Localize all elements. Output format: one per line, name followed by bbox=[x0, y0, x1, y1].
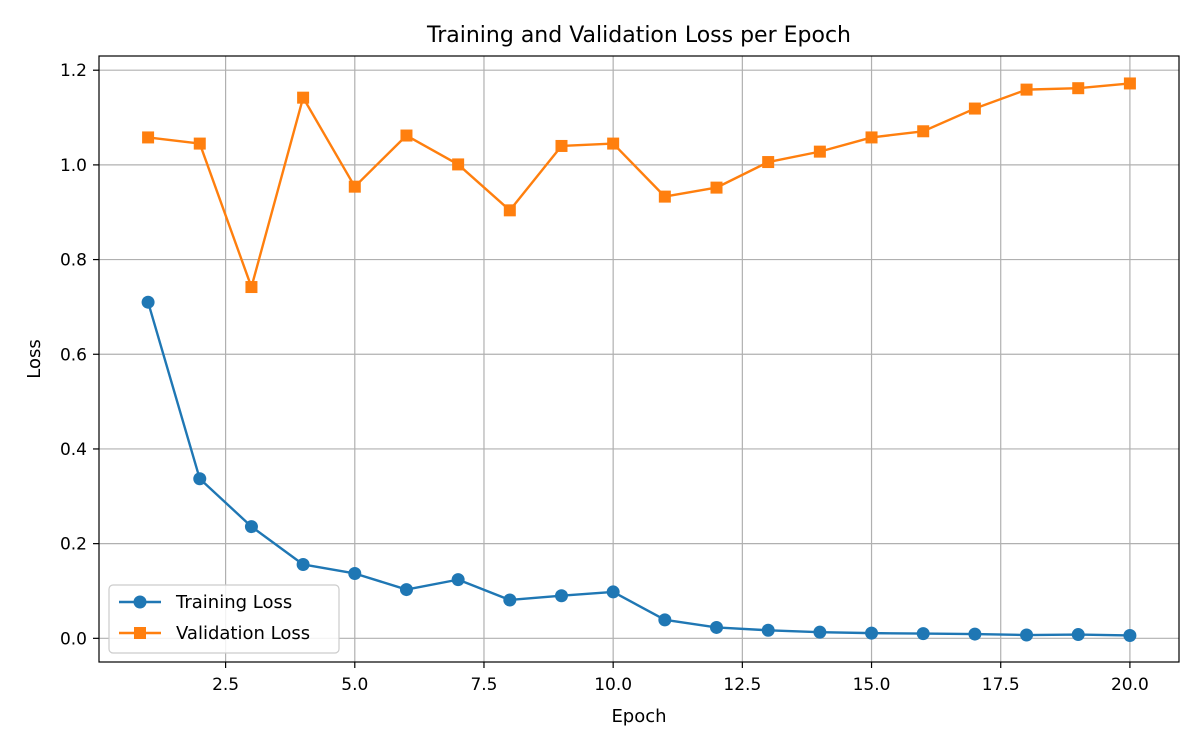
data-point bbox=[968, 627, 982, 641]
data-point bbox=[452, 158, 465, 171]
data-point bbox=[761, 623, 775, 637]
series-1 bbox=[142, 77, 1136, 294]
data-point bbox=[813, 625, 827, 639]
y-axis-label: Loss bbox=[24, 339, 45, 378]
plot-frame bbox=[98, 55, 1180, 663]
y-tick-label: 0.8 bbox=[60, 251, 87, 271]
data-point bbox=[710, 620, 724, 634]
data-point bbox=[451, 573, 465, 587]
legend: Training Loss Validation Loss bbox=[108, 584, 340, 654]
series-group bbox=[141, 77, 1137, 642]
data-point bbox=[193, 137, 206, 150]
x-tick-label: 10.0 bbox=[594, 675, 632, 695]
x-tick-label: 5.0 bbox=[341, 675, 368, 695]
data-point bbox=[968, 102, 981, 115]
data-point bbox=[1020, 83, 1033, 96]
data-point bbox=[554, 589, 568, 603]
series-line bbox=[147, 82, 1131, 289]
data-point bbox=[865, 131, 878, 144]
y-tick-label: 1.2 bbox=[60, 61, 87, 81]
data-point bbox=[1071, 628, 1085, 642]
data-point bbox=[606, 585, 620, 599]
legend-label: Validation Loss bbox=[176, 623, 310, 644]
legend-item: Validation Loss bbox=[119, 623, 310, 644]
y-tick-label: 0.2 bbox=[60, 535, 87, 555]
data-point bbox=[245, 281, 258, 294]
x-tick-label: 20.0 bbox=[1111, 675, 1149, 695]
series-0 bbox=[141, 295, 1137, 642]
x-tick-label: 17.5 bbox=[982, 675, 1020, 695]
data-point bbox=[865, 626, 879, 640]
data-point bbox=[813, 145, 826, 158]
data-point bbox=[296, 557, 310, 571]
x-tick-label: 12.5 bbox=[723, 675, 761, 695]
data-point bbox=[762, 156, 775, 169]
data-point bbox=[348, 180, 361, 193]
data-point bbox=[503, 204, 516, 217]
legend-box bbox=[108, 584, 340, 654]
legend-item: Training Loss bbox=[119, 592, 292, 613]
x-tick-label: 7.5 bbox=[470, 675, 497, 695]
y-tick-label: 0.0 bbox=[60, 629, 87, 649]
data-point bbox=[916, 627, 930, 641]
data-point bbox=[1020, 628, 1034, 642]
data-point bbox=[1123, 77, 1136, 90]
data-point bbox=[399, 583, 413, 597]
data-point bbox=[400, 129, 413, 142]
legend-marker bbox=[133, 595, 147, 609]
data-point bbox=[710, 181, 723, 194]
data-point bbox=[555, 139, 568, 152]
legend-marker bbox=[134, 627, 146, 639]
data-point bbox=[193, 472, 207, 486]
y-tick-label: 1.0 bbox=[60, 156, 87, 176]
ticks: 2.5 5.0 7.5 10.0 12.5 15.0 17.5 20.0 0.0 0.2 0.4 0.… bbox=[60, 61, 1149, 695]
data-point bbox=[607, 137, 620, 150]
x-axis-label: Epoch bbox=[611, 706, 666, 727]
data-point bbox=[142, 131, 155, 144]
data-point bbox=[658, 190, 671, 203]
x-tick-label: 2.5 bbox=[212, 675, 239, 695]
data-point bbox=[1072, 82, 1085, 95]
data-point bbox=[348, 566, 362, 580]
data-point bbox=[1123, 628, 1137, 642]
legend-label: Training Loss bbox=[175, 592, 292, 613]
data-point bbox=[141, 295, 155, 309]
data-point bbox=[297, 91, 310, 104]
y-tick-label: 0.6 bbox=[60, 345, 87, 365]
data-point bbox=[244, 520, 258, 534]
data-point bbox=[917, 125, 930, 138]
y-tick-label: 0.4 bbox=[60, 440, 87, 460]
chart-title: Training and Validation Loss per Epoch bbox=[426, 23, 851, 48]
data-point bbox=[658, 613, 672, 627]
series-line bbox=[146, 301, 1130, 637]
data-point bbox=[503, 593, 517, 607]
x-tick-label: 15.0 bbox=[853, 675, 891, 695]
